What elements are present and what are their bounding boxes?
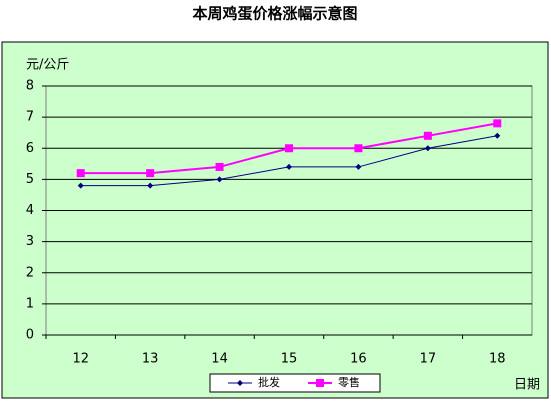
marker — [423, 131, 432, 140]
y-tick-label: 8 — [26, 79, 34, 94]
marker — [494, 132, 501, 139]
marker — [354, 144, 363, 153]
x-axis-label: 日期 — [514, 378, 540, 393]
legend — [209, 373, 381, 393]
x-tick-label: 13 — [142, 352, 159, 367]
marker — [216, 176, 223, 183]
x-tick-label: 15 — [281, 352, 298, 367]
marker — [355, 163, 362, 170]
marker — [285, 144, 293, 153]
y-axis-label: 元/公斤 — [26, 58, 69, 73]
marker — [77, 182, 84, 189]
marker — [424, 145, 431, 152]
marker — [147, 182, 154, 189]
chart-title: 本周鸡蛋价格涨幅示意图 — [192, 5, 357, 23]
marker — [237, 380, 243, 386]
legend-label: 零售 — [338, 375, 360, 389]
marker — [146, 169, 155, 178]
y-tick-label: 3 — [26, 234, 34, 249]
x-tick-label: 14 — [211, 352, 228, 367]
marker — [316, 379, 324, 387]
y-tick-label: 2 — [26, 265, 34, 280]
x-tick-label: 16 — [350, 352, 367, 367]
x-tick-label: 18 — [489, 352, 506, 367]
marker — [493, 119, 502, 128]
y-tick-label: 7 — [26, 110, 34, 125]
y-tick-label: 0 — [26, 328, 34, 343]
x-tick-label: 12 — [72, 352, 89, 367]
y-tick-label: 4 — [26, 203, 34, 218]
marker — [215, 162, 224, 171]
y-tick-label: 1 — [26, 296, 34, 311]
y-tick-label: 5 — [26, 172, 34, 187]
y-tick-label: 6 — [26, 141, 34, 156]
legend-label: 批发 — [258, 375, 280, 389]
marker — [286, 163, 292, 170]
x-tick-label: 17 — [420, 352, 437, 367]
marker — [76, 169, 85, 178]
